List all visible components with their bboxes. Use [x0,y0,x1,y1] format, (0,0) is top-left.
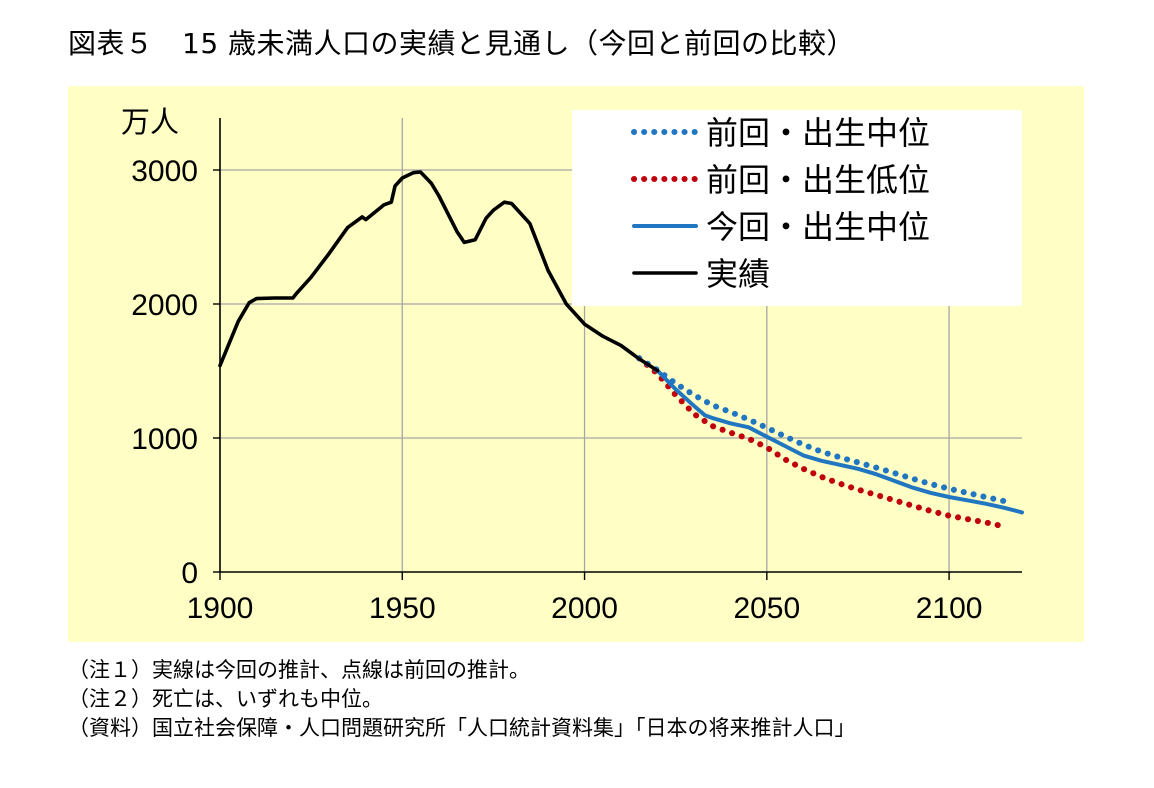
chart-title: 図表５ 15 歳未満人口の実績と見通し（今回と前回の比較） [68,27,856,60]
y-tick-label-3000: 3000 [131,155,198,188]
series-line-実績 [218,170,660,373]
x-tick-label-2050: 2050 [733,592,800,625]
x-tick-label-2100: 2100 [916,592,983,625]
y-tick-label-1000: 1000 [131,423,198,456]
legend-label-前回・出生低位: 前回・出生低位 [706,161,930,199]
series-layer [218,170,1024,530]
series-line-前回・出生中位 [636,355,1007,504]
series-line-前回・出生低位 [636,355,1007,530]
y-axis-unit-label: 万人 [121,105,179,139]
x-tick-label-1950: 1950 [369,592,436,625]
note-1: （注１）実線は今回の推計、点線は前回の推計。 [68,658,530,682]
population-line-chart: 0 1000 2000 3000 万人 1900 1950 2000 2050 2100 前回・出… [121,105,1024,625]
legend-label-実績: 実績 [706,255,770,293]
chart-panel: 0 1000 2000 3000 万人 1900 1950 2000 2050 2100 前回・出… [68,86,1084,642]
legend-label-今回・出生中位: 今回・出生中位 [706,208,930,246]
note-2: （注２）死亡は、いずれも中位。 [68,687,383,711]
note-source: （資料）国立社会保障・人口問題研究所「人口統計資料集」「日本の将来推計人口」 [68,716,856,740]
legend-label-前回・出生中位: 前回・出生中位 [706,114,930,152]
series-line-今回・出生中位 [655,368,1024,515]
y-tick-label-0: 0 [181,557,198,590]
x-tick-label-1900: 1900 [187,592,254,625]
y-tick-label-2000: 2000 [131,289,198,322]
notes: （注１）実線は今回の推計、点線は前回の推計。 （注２）死亡は、いずれも中位。 （… [68,656,856,743]
x-tick-label-2000: 2000 [551,592,618,625]
axis-layer: 0 1000 2000 3000 万人 1900 1950 2000 2050 2100 [121,105,1022,625]
